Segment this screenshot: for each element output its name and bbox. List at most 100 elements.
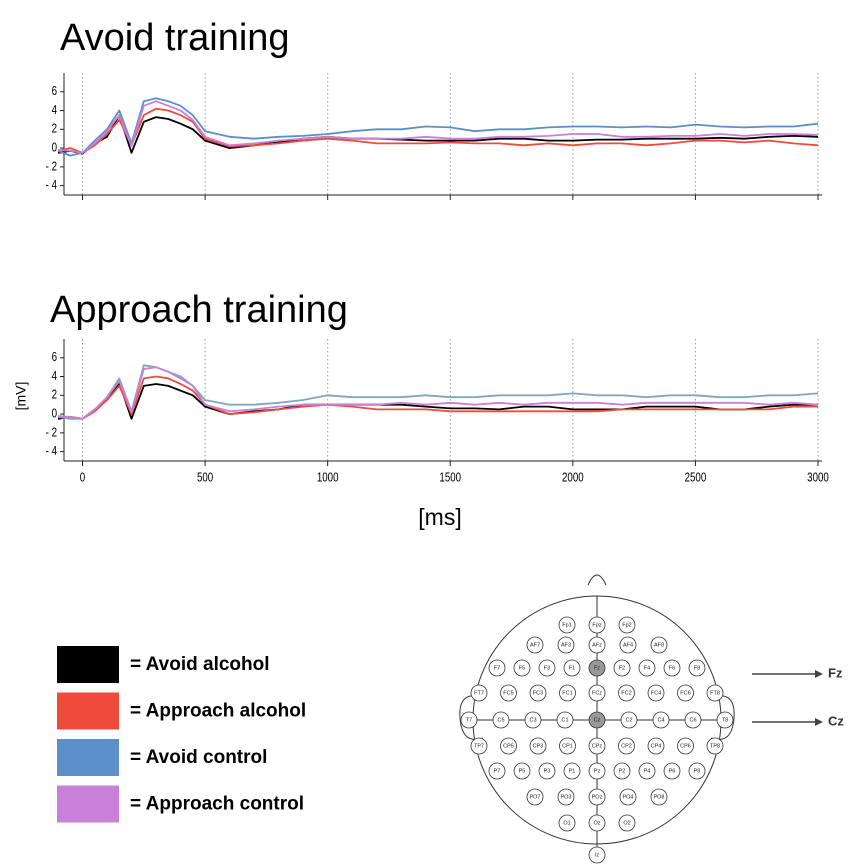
electrode-label: AF8 — [654, 642, 664, 648]
electrode — [558, 814, 576, 832]
electrode — [677, 684, 694, 702]
y-tick-label: 0 — [52, 407, 57, 421]
electrode-label: C6 — [689, 717, 696, 723]
electrode-label: CP2 — [621, 743, 632, 749]
electrode — [588, 788, 606, 806]
x-tick-label: 2000 — [562, 471, 584, 485]
electrode-label: Fp2 — [622, 622, 631, 628]
electrode-label: PO3 — [560, 794, 571, 800]
pointer-label: Fz — [828, 665, 843, 680]
electrode — [559, 684, 576, 702]
electrode — [650, 788, 668, 806]
y-tick-label: 4 — [52, 370, 58, 384]
electrode — [663, 762, 681, 780]
electrode — [513, 659, 531, 677]
electrode-label: AF3 — [561, 642, 571, 648]
electrode-label: F4 — [644, 665, 650, 671]
series-line — [57, 97, 819, 157]
y-tick-label: 4 — [52, 104, 58, 118]
nose — [587, 574, 607, 586]
electrode-label: C3 — [529, 717, 536, 723]
electrode — [588, 659, 606, 677]
x-tick-label: 0 — [80, 471, 85, 485]
electrode-label: Cz — [594, 717, 601, 723]
electrode-label: F6 — [669, 665, 675, 671]
electrode-label: F8 — [694, 665, 700, 671]
electrode — [526, 788, 544, 806]
electrode — [688, 762, 706, 780]
y-tick-label: - 2 — [46, 160, 57, 174]
electrode — [460, 711, 478, 729]
electrode — [706, 684, 724, 702]
legend-swatch — [57, 646, 119, 683]
electrode — [663, 659, 681, 677]
electrode-label: FT8 — [710, 690, 720, 696]
electrode — [538, 762, 556, 780]
electrode-label: Fp1 — [562, 622, 571, 628]
electrode — [588, 636, 606, 654]
electrode — [559, 737, 576, 755]
series-line — [57, 366, 819, 420]
series-line — [58, 375, 818, 420]
legend-label: = Approach control — [130, 794, 304, 815]
electrode — [638, 659, 656, 677]
electrode — [618, 814, 636, 832]
right-ear — [710, 695, 735, 740]
electrode-label: T8 — [722, 717, 728, 723]
x-tick-label: 2500 — [685, 471, 707, 485]
x-tick-label: 1000 — [317, 471, 339, 485]
x-tick-label: 500 — [197, 471, 213, 485]
legend-swatch — [57, 785, 119, 823]
electrode — [488, 659, 506, 677]
electrode — [557, 636, 575, 654]
electrode-label: P8 — [694, 768, 701, 774]
electrode — [563, 762, 581, 780]
electrode-label: TP7 — [474, 743, 484, 749]
electrode-label: P6 — [669, 768, 676, 774]
x-tick-label: 3000 — [807, 471, 829, 485]
electrode — [647, 684, 665, 702]
electrode-label: CP4 — [651, 743, 662, 749]
electrode-label: FC6 — [680, 690, 690, 696]
electrode — [470, 684, 488, 702]
electrode-label: C5 — [497, 717, 504, 723]
legend-label: = Approach alcohol — [130, 701, 306, 722]
electrode — [619, 788, 637, 806]
legend-label: = Avoid alcohol — [130, 654, 270, 675]
y-tick-label: - 2 — [46, 426, 57, 440]
y-tick-label: 0 — [52, 141, 57, 155]
electrode — [613, 659, 631, 677]
y-tick-label: - 4 — [46, 445, 58, 459]
series-line — [57, 107, 819, 154]
electrode-label: Fpz — [592, 622, 601, 628]
y-axis-label: [mV] — [13, 382, 29, 411]
electrode-label: AFz — [592, 642, 602, 648]
electrode — [716, 711, 734, 729]
electrode-label: P4 — [644, 768, 651, 774]
electrode-label: C2 — [625, 717, 632, 723]
series-line — [57, 100, 819, 154]
electrode-label: P1 — [569, 768, 576, 774]
electrode — [524, 711, 542, 729]
electrode-label: AF4 — [623, 642, 633, 648]
electrode — [538, 659, 556, 677]
electrode-label: P7 — [494, 768, 501, 774]
y-tick-label: 6 — [52, 85, 57, 99]
electrode — [556, 711, 574, 729]
electrode — [500, 737, 517, 755]
electrode-label: CP6 — [680, 743, 691, 749]
electrode-label: O2 — [623, 820, 630, 826]
electrode — [618, 616, 636, 634]
electrode-label: FCz — [592, 690, 602, 696]
y-tick-label: 6 — [52, 351, 57, 365]
electrode — [613, 762, 631, 780]
electrode-label: FT7 — [474, 690, 484, 696]
chart-title: Approach training — [50, 289, 348, 331]
electrode-label: AF7 — [530, 642, 540, 648]
electrode-label: PO7 — [529, 794, 540, 800]
electrode-label: TP8 — [710, 743, 720, 749]
electrode — [677, 737, 694, 755]
electrode-label: FC4 — [651, 690, 661, 696]
electrode — [563, 659, 581, 677]
